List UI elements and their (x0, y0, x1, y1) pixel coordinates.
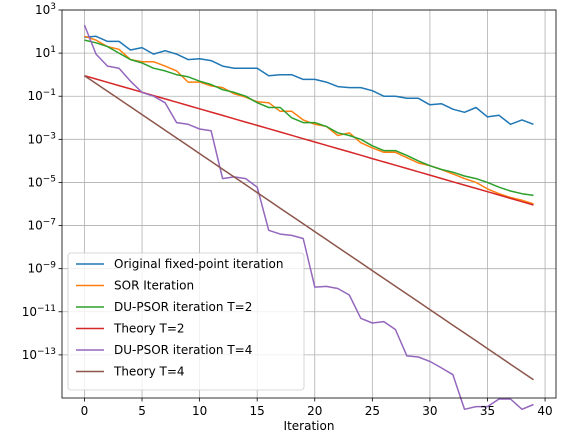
legend-entry: DU-PSOR iteration T=4 (114, 343, 252, 357)
x-tick-label: 10 (192, 404, 207, 418)
x-tick-label: 30 (422, 404, 437, 418)
series-line-theory-t-4 (84, 75, 534, 381)
y-tick-label: 103 (35, 2, 56, 17)
x-tick-label: 15 (250, 404, 265, 418)
y-tick-label: 101 (35, 45, 56, 60)
series-line-theory-t-2 (84, 74, 534, 206)
y-tick-label: 10−1 (27, 88, 56, 103)
series-line-du-psor-iteration-t-2 (84, 39, 534, 197)
y-tick-label: 10−5 (27, 174, 56, 189)
legend-entry: Theory T=2 (113, 322, 185, 336)
legend-entry: SOR Iteration (114, 279, 194, 293)
y-tick-label: 10−13 (22, 347, 56, 362)
axes-frame (61, 9, 557, 399)
y-axis: 10−13 10−11 10−9 10−7 10−5 10−3 10−1 101 103 (22, 2, 62, 362)
x-tick-label: 35 (480, 404, 495, 418)
x-tick-label: 0 (81, 404, 89, 418)
x-tick-label: 25 (365, 404, 380, 418)
series-lines (83, 24, 534, 411)
x-tick-label: 20 (307, 404, 322, 418)
x-tick-label: 40 (537, 404, 552, 418)
grid (62, 9, 556, 398)
series-line-original-fixed-point-iteration (84, 35, 534, 126)
y-tick-label: 10−11 (22, 304, 56, 319)
legend: Original fixed-point iteration SOR Iterat… (67, 252, 305, 391)
x-axis-title: Iteration (284, 419, 335, 433)
legend-entry: DU-PSOR iteration T=2 (114, 300, 252, 314)
legend-entry: Theory T=4 (113, 365, 185, 379)
x-axis: 0 5 10 15 20 25 30 35 40 (81, 398, 553, 418)
y-tick-label: 10−3 (27, 131, 56, 146)
y-tick-label: 10−7 (27, 218, 56, 233)
legend-box (67, 252, 305, 391)
legend-entry: Original fixed-point iteration (114, 257, 284, 271)
series-line-du-psor-iteration-t-4 (83, 24, 534, 411)
y-tick-label: 10−9 (27, 261, 56, 276)
x-tick-label: 5 (138, 404, 146, 418)
